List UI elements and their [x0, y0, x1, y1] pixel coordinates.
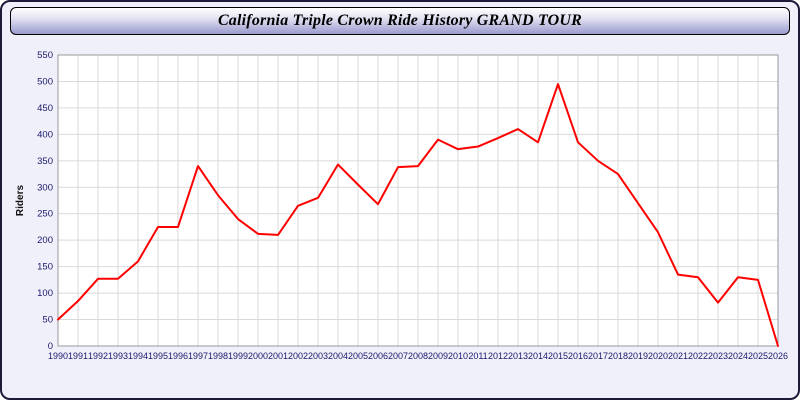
svg-text:100: 100 [37, 288, 53, 299]
svg-text:500: 500 [37, 76, 53, 87]
svg-text:2015: 2015 [548, 351, 568, 361]
chart-title: California Triple Crown Ride History GRA… [217, 12, 583, 29]
chart-container: 0 50 100 150 200 250 300 350 400 450 500 550 1990 199… [12, 41, 788, 393]
svg-text:1999: 1999 [228, 351, 248, 361]
svg-text:200: 200 [37, 235, 53, 246]
svg-text:2013: 2013 [508, 351, 528, 361]
svg-text:2002: 2002 [288, 351, 308, 361]
svg-text:450: 450 [37, 103, 53, 114]
svg-text:2010: 2010 [448, 351, 468, 361]
svg-text:2022: 2022 [688, 351, 708, 361]
svg-text:50: 50 [42, 315, 53, 326]
svg-text:1993: 1993 [108, 351, 128, 361]
y-axis-labels: 0 50 100 150 200 250 300 350 400 450 500 550 [37, 50, 53, 352]
svg-text:1996: 1996 [168, 351, 188, 361]
y-axis-title: Riders [15, 185, 26, 217]
svg-text:350: 350 [37, 156, 53, 167]
gridlines [57, 54, 779, 347]
svg-text:2020: 2020 [648, 351, 668, 361]
svg-text:1991: 1991 [68, 351, 88, 361]
svg-text:2018: 2018 [608, 351, 628, 361]
svg-text:1990: 1990 [48, 351, 68, 361]
svg-text:2004: 2004 [328, 351, 348, 361]
svg-text:150: 150 [37, 262, 53, 273]
plot-border [57, 54, 779, 347]
svg-text:250: 250 [37, 209, 53, 220]
svg-text:550: 550 [37, 50, 53, 61]
svg-text:2014: 2014 [528, 351, 548, 361]
svg-text:0: 0 [48, 341, 53, 352]
svg-text:2025: 2025 [748, 351, 768, 361]
chart-title-bar: California Triple Crown Ride History GRA… [10, 7, 790, 35]
svg-text:2008: 2008 [408, 351, 428, 361]
svg-text:300: 300 [37, 182, 53, 193]
svg-text:2016: 2016 [568, 351, 588, 361]
svg-text:2019: 2019 [628, 351, 648, 361]
svg-text:2021: 2021 [668, 351, 688, 361]
svg-text:2003: 2003 [308, 351, 328, 361]
svg-text:1992: 1992 [88, 351, 108, 361]
svg-text:2006: 2006 [368, 351, 388, 361]
svg-text:400: 400 [37, 129, 53, 140]
svg-text:2023: 2023 [708, 351, 728, 361]
x-axis-labels: 1990 1991 1992 1993 1994 1995 1996 1997 1998 1999… [48, 351, 788, 361]
svg-text:1995: 1995 [148, 351, 168, 361]
svg-text:2007: 2007 [388, 351, 408, 361]
data-line-riders [57, 83, 779, 347]
svg-text:1997: 1997 [188, 351, 208, 361]
svg-text:2005: 2005 [348, 351, 368, 361]
svg-text:2000: 2000 [248, 351, 268, 361]
svg-text:1998: 1998 [208, 351, 228, 361]
svg-text:2009: 2009 [428, 351, 448, 361]
svg-text:2001: 2001 [268, 351, 288, 361]
svg-text:2017: 2017 [588, 351, 608, 361]
svg-text:2026: 2026 [768, 351, 788, 361]
svg-text:1994: 1994 [128, 351, 148, 361]
svg-text:2012: 2012 [488, 351, 508, 361]
svg-text:2011: 2011 [468, 351, 487, 361]
svg-text:2024: 2024 [728, 351, 748, 361]
